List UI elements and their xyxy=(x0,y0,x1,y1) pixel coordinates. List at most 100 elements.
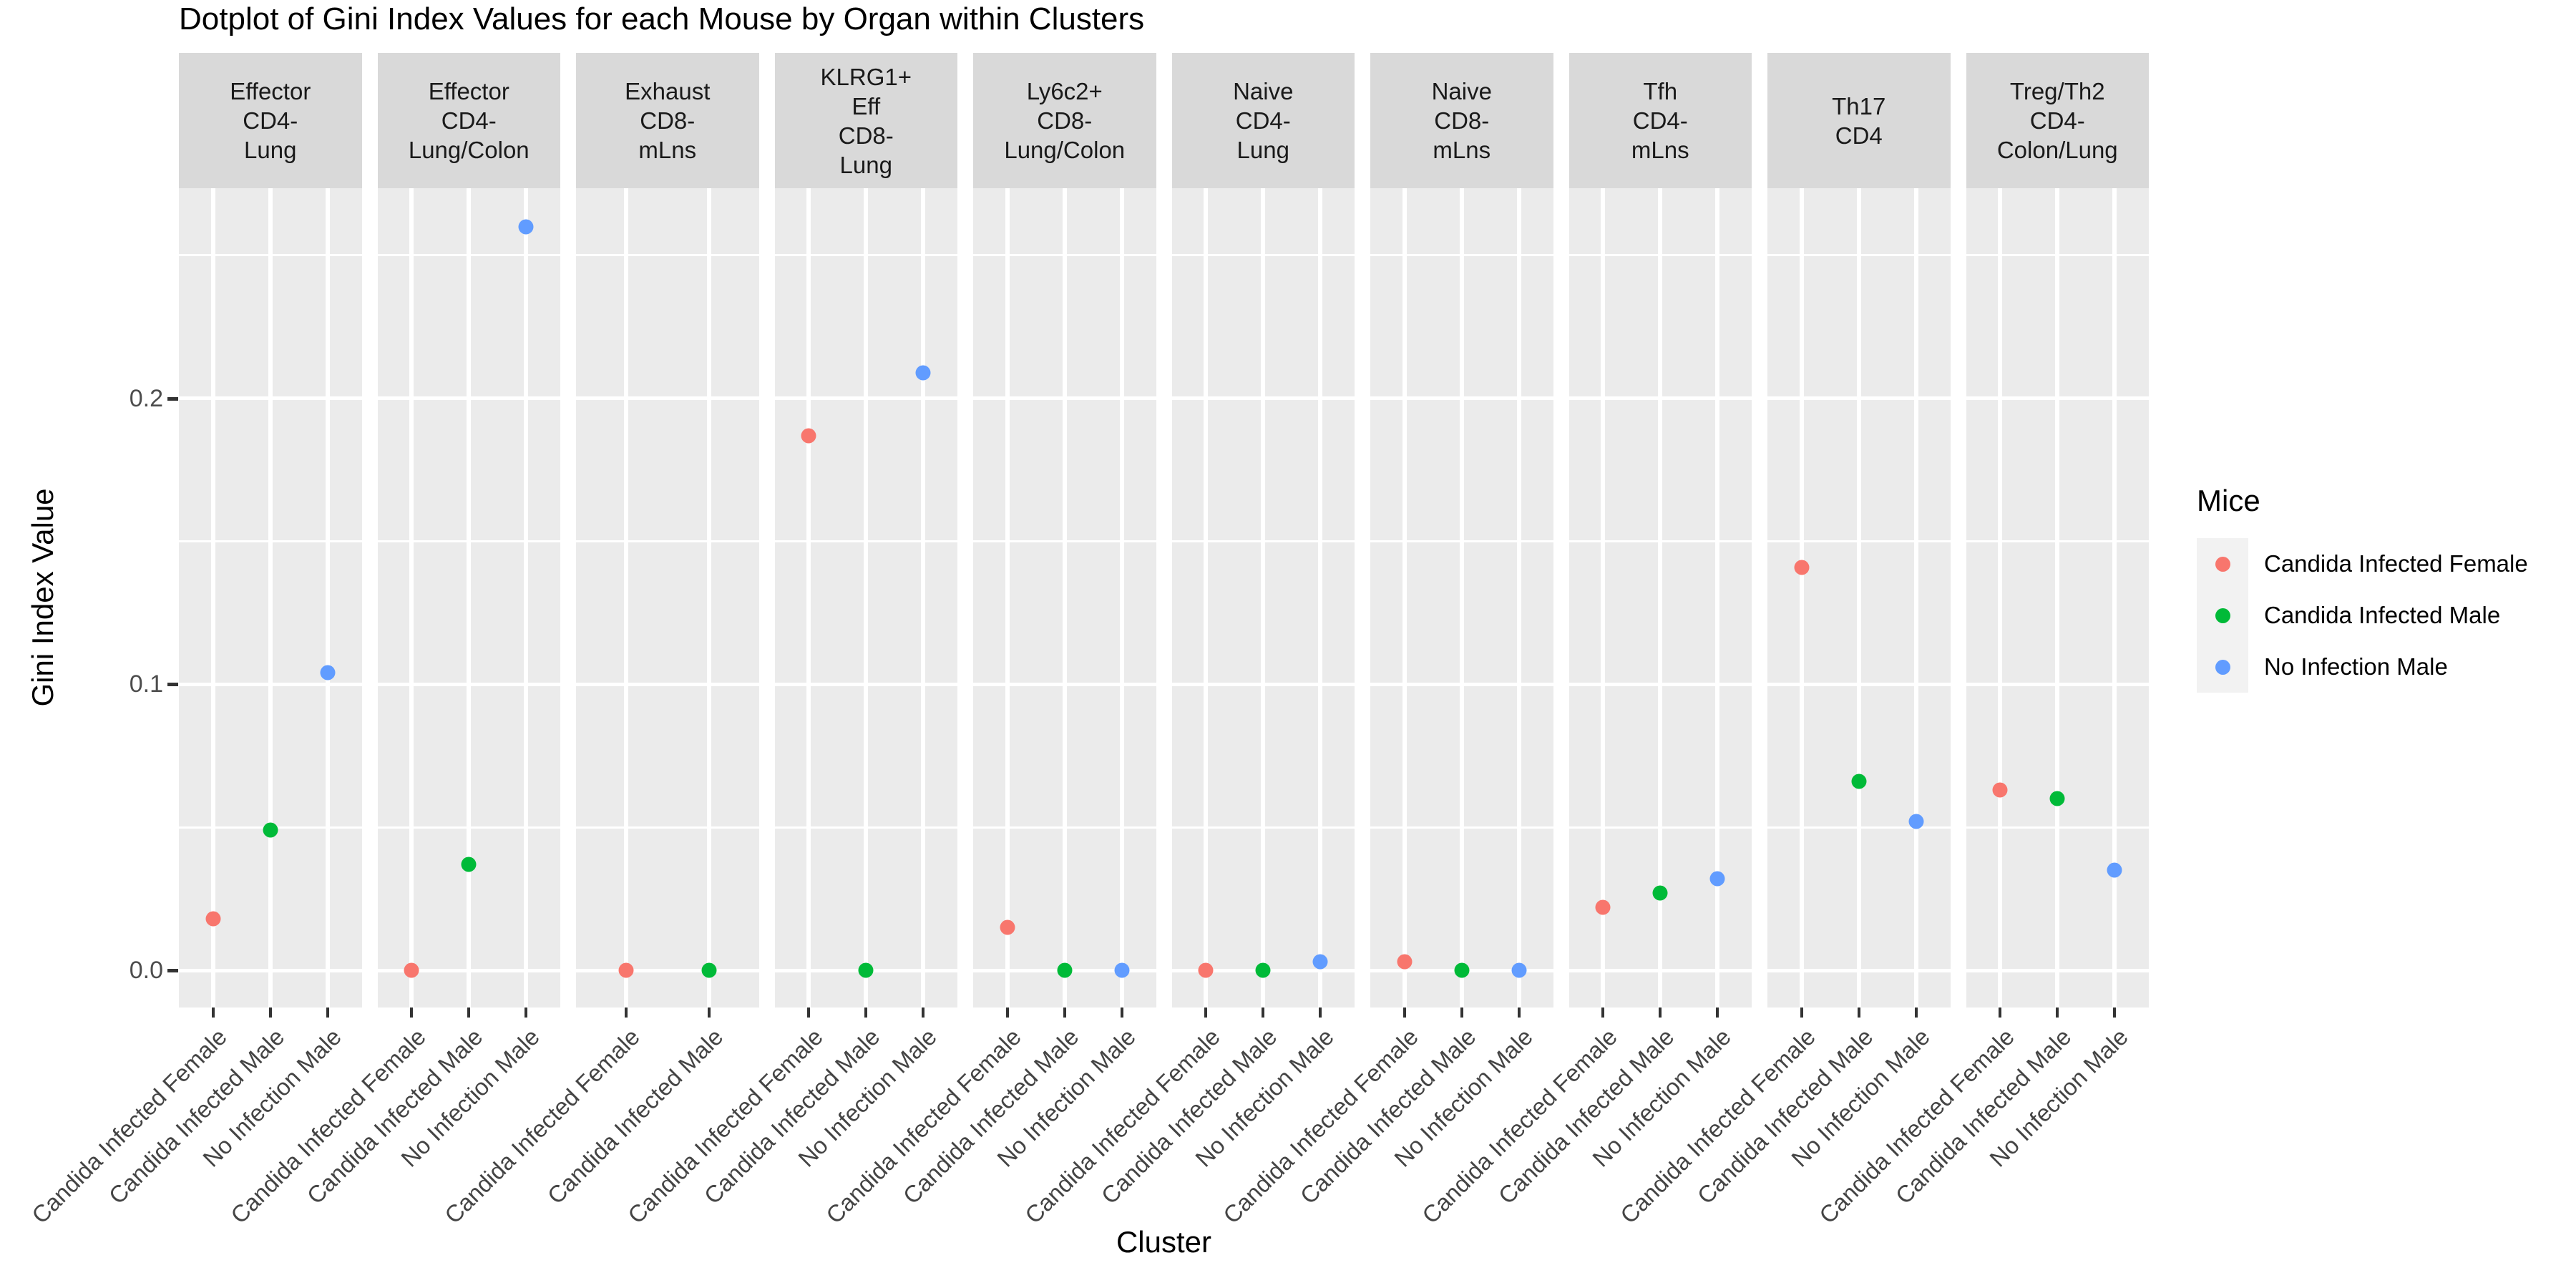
vertical-gridline xyxy=(623,188,628,1008)
facet-strip-label: Tfh CD4- mLns xyxy=(1568,53,1752,188)
x-axis-zone: Candida Infected Female Candida Infected … xyxy=(439,1008,759,1287)
legend-dot-icon xyxy=(2215,659,2230,675)
vertical-gridline xyxy=(1516,188,1521,1008)
facet-strip-label: KLRG1+ Eff CD8- Lung xyxy=(774,53,957,188)
x-axis-zone: Candida Infected Female Candida Infected … xyxy=(1814,1008,2150,1287)
x-axis-zone: Candida Infected Female Candida Infected … xyxy=(1020,1008,1355,1287)
facet-strip-label: Effector CD4- Lung/Colon xyxy=(377,53,560,188)
data-point xyxy=(1709,871,1725,887)
vertical-gridline xyxy=(706,188,711,1008)
legend-label: Candida Infected Male xyxy=(2264,602,2501,628)
x-tick-mark xyxy=(1857,1008,1860,1018)
vertical-gridline xyxy=(1402,188,1407,1008)
x-tick-mark xyxy=(864,1008,868,1018)
data-point xyxy=(1057,962,1073,978)
x-tick-mark xyxy=(1204,1008,1208,1018)
vertical-gridline xyxy=(1715,188,1720,1008)
vertical-gridline xyxy=(1062,188,1067,1008)
data-point xyxy=(858,962,874,978)
facet-strip-label: Exhaust CD8- mLns xyxy=(576,53,759,188)
legend-label: Candida Infected Female xyxy=(2264,550,2528,577)
x-tick-mark xyxy=(1063,1008,1066,1018)
x-tick-mark xyxy=(326,1008,329,1018)
panel xyxy=(1966,188,2149,1008)
y-tick-mark xyxy=(167,969,178,973)
facet: Naive CD8- mLns Candida Infected Female Ca… xyxy=(1218,53,1553,1287)
data-point xyxy=(801,428,816,444)
x-tick-mark xyxy=(707,1008,711,1018)
panel xyxy=(377,188,560,1008)
legend-title: Mice xyxy=(2197,484,2260,517)
legend-entry: Candida Infected Male xyxy=(2197,590,2528,641)
vertical-gridline xyxy=(1601,188,1606,1008)
x-tick-mark xyxy=(922,1008,925,1018)
data-point xyxy=(1114,962,1130,978)
panel xyxy=(973,188,1156,1008)
data-point xyxy=(1511,962,1527,978)
data-point xyxy=(320,665,336,680)
data-point xyxy=(1000,919,1015,935)
vertical-gridline xyxy=(268,188,273,1008)
facet-strip-label: Ly6c2+ CD8- Lung/Colon xyxy=(973,53,1156,188)
vertical-gridline xyxy=(1204,188,1209,1008)
vertical-gridline xyxy=(806,188,811,1008)
legend-label: No Infection Male xyxy=(2264,653,2448,680)
x-axis-zone: Candida Infected Female Candida Infected … xyxy=(26,1008,362,1287)
vertical-gridline xyxy=(921,188,926,1008)
major-gridline xyxy=(576,396,759,401)
facet: Tfh CD4- mLns Candida Infected Female Cand… xyxy=(1417,53,1752,1287)
x-axis-zone: Candida Infected Female Candida Infected … xyxy=(1615,1008,1951,1287)
y-tick-mark xyxy=(167,683,178,687)
x-tick-mark xyxy=(1120,1008,1123,1018)
x-tick-mark xyxy=(1800,1008,1803,1018)
x-tick-mark xyxy=(467,1008,471,1018)
x-axis-zone: Candida Infected Female Candida Infected … xyxy=(225,1008,561,1287)
x-tick-mark xyxy=(1716,1008,1719,1018)
x-tick-mark xyxy=(211,1008,215,1018)
legend-entry: No Infection Male xyxy=(2197,641,2528,693)
panel xyxy=(1568,188,1752,1008)
data-point xyxy=(1851,774,1867,789)
facet: Ly6c2+ CD8- Lung/Colon Candida Infected F… xyxy=(821,53,1156,1287)
vertical-gridline xyxy=(1261,188,1266,1008)
panel xyxy=(1171,188,1355,1008)
vertical-gridline xyxy=(1005,188,1010,1008)
panel xyxy=(179,188,362,1008)
vertical-gridline xyxy=(1658,188,1663,1008)
facet-row: Effector CD4- Lung Candida Infected Femal… xyxy=(26,53,2150,1287)
x-axis-title: Cluster xyxy=(1116,1225,1212,1259)
legend-dot-icon xyxy=(2215,608,2230,623)
minor-gridline xyxy=(576,826,759,829)
vertical-gridline xyxy=(325,188,330,1008)
x-tick-mark xyxy=(525,1008,528,1018)
facet: Exhaust CD8- mLns Candida Infected Female… xyxy=(439,53,759,1287)
legend-key xyxy=(2197,590,2248,641)
x-tick-mark xyxy=(807,1008,811,1018)
x-tick-mark xyxy=(1402,1008,1406,1018)
data-point xyxy=(1198,962,1214,978)
data-point xyxy=(1992,782,2008,798)
data-point xyxy=(2107,862,2122,878)
vertical-gridline xyxy=(1119,188,1124,1008)
vertical-gridline xyxy=(2112,188,2117,1008)
facet-strip-label: Treg/Th2 CD4- Colon/Lung xyxy=(1966,53,2149,188)
y-tick-mark xyxy=(167,396,178,401)
vertical-gridline xyxy=(1318,188,1323,1008)
minor-gridline xyxy=(576,540,759,543)
vertical-gridline xyxy=(467,188,472,1008)
facet: KLRG1+ Eff CD8- Lung Candida Infected Fem… xyxy=(623,53,957,1287)
data-point xyxy=(1454,962,1470,978)
panel xyxy=(576,188,759,1008)
x-tick-mark xyxy=(2056,1008,2059,1018)
x-axis-zone: Candida Infected Female Candida Infected … xyxy=(1417,1008,1752,1287)
x-tick-mark xyxy=(410,1008,414,1018)
data-point xyxy=(2049,791,2065,806)
panel xyxy=(1370,188,1553,1008)
data-point xyxy=(1595,899,1611,915)
legend-key xyxy=(2197,538,2248,590)
x-tick-mark xyxy=(1005,1008,1009,1018)
data-point xyxy=(404,962,419,978)
x-tick-mark xyxy=(624,1008,628,1018)
vertical-gridline xyxy=(1913,188,1918,1008)
